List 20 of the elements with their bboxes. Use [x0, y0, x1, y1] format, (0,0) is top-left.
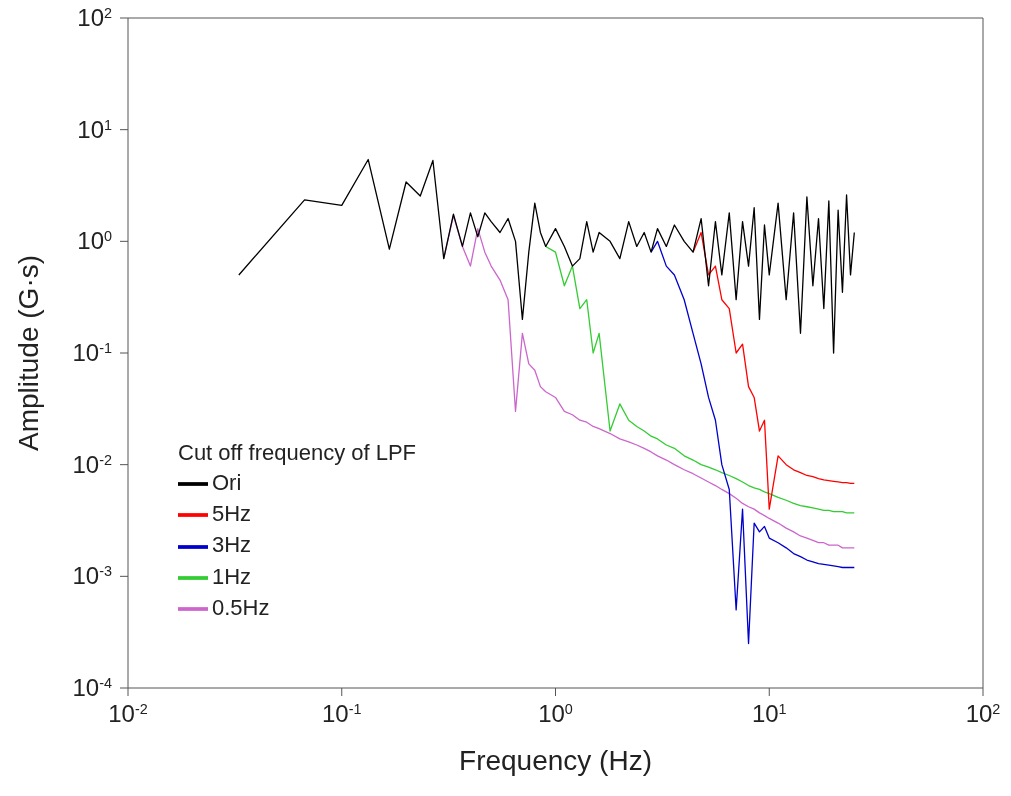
legend-label: 3Hz — [212, 532, 252, 558]
legend-label: Ori — [212, 470, 242, 495]
y-tick-label: 10$^{1}$ — [77, 115, 112, 143]
x-tick-label: 10$^{2}$ — [965, 700, 1001, 727]
legend-label: 0.5Hz — [212, 594, 270, 620]
y-tick-label: 10$^{0}$ — [77, 227, 112, 255]
x-tick-label: 10$^{-2}$ — [108, 700, 148, 727]
x-axis-title: Frequency (Hz) — [459, 745, 652, 776]
legend-title: Cut off frequency of LPF — [178, 439, 417, 467]
y-tick-label: 10$^{-2}$ — [72, 450, 112, 478]
y-tick-label: 10$^{-4}$ — [72, 674, 112, 701]
legend-label: 1Hz — [212, 563, 252, 589]
y-tick-label: 10$^{-1}$ — [72, 339, 112, 366]
y-tick-label: 10$^{2}$ — [77, 4, 112, 31]
y-tick-label: 10$^{-3}$ — [72, 562, 112, 590]
legend-label: 5Hz — [212, 501, 252, 527]
x-tick-label: 10$^{0}$ — [538, 700, 573, 727]
x-tick-label: 10$^{-1}$ — [322, 700, 362, 727]
x-tick-label: 10$^{1}$ — [751, 700, 787, 727]
y-axis-title: Amplitude (G·s) — [12, 254, 44, 452]
